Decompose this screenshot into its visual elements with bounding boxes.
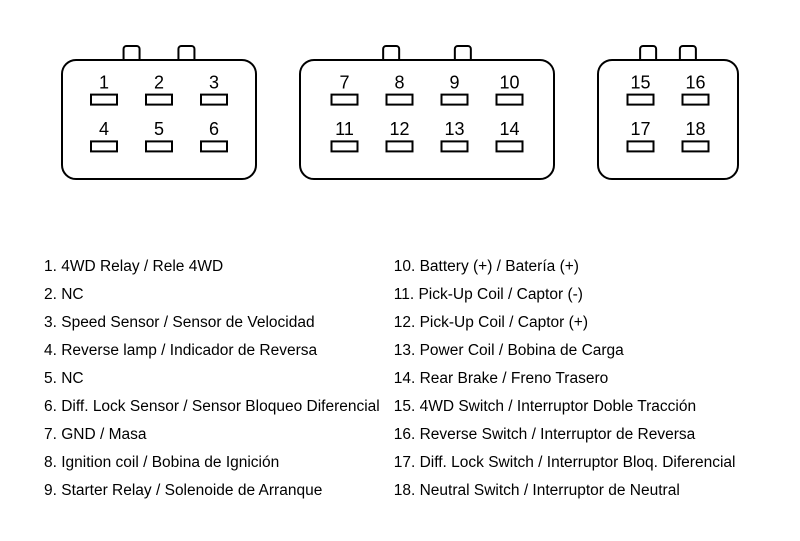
legend-item: 10. Battery (+) / Batería (+) <box>394 255 736 279</box>
pin-label-18: 18 <box>685 119 705 139</box>
legend-item: 17. Diff. Lock Switch / Interruptor Bloq… <box>394 451 736 475</box>
connector-c: 15 16 17 18 <box>597 45 739 180</box>
legend-col-2: 10. Battery (+) / Batería (+) 11. Pick-Up… <box>394 255 736 503</box>
legend-item: 13. Power Coil / Bobina de Carga <box>394 339 736 363</box>
connector-a: 1 2 3 4 5 6 <box>61 45 257 180</box>
legend-item: 1. 4WD Relay / Rele 4WD <box>44 255 380 279</box>
legend-item: 15. 4WD Switch / Interruptor Doble Tracc… <box>394 395 736 419</box>
legend-col-1: 1. 4WD Relay / Rele 4WD 2. NC 3. Speed Sen… <box>44 255 380 503</box>
pin-label-12: 12 <box>389 119 409 139</box>
pin-label-9: 9 <box>449 72 459 92</box>
connectors-row: 123456789101112131415161718 <box>0 45 800 180</box>
pin-label-1: 1 <box>99 72 109 92</box>
pin-label-13: 13 <box>444 119 464 139</box>
pin-label-14: 14 <box>499 119 519 139</box>
legend-item: 12. Pick-Up Coil / Captor (+) <box>394 311 736 335</box>
connector-b: 7 8 9 10 11 12 13 14 <box>299 45 555 180</box>
legend-item: 5. NC <box>44 367 380 391</box>
legend-item: 2. NC <box>44 283 380 307</box>
legend-item: 16. Reverse Switch / Interruptor de Reve… <box>394 423 736 447</box>
legend-item: 3. Speed Sensor / Sensor de Velocidad <box>44 311 380 335</box>
legend-item: 6. Diff. Lock Sensor / Sensor Bloqueo Di… <box>44 395 380 419</box>
pin-label-5: 5 <box>154 119 164 139</box>
legend-item: 7. GND / Masa <box>44 423 380 447</box>
pin-label-7: 7 <box>339 72 349 92</box>
pin-label-10: 10 <box>499 72 519 92</box>
legend-item: 14. Rear Brake / Freno Trasero <box>394 367 736 391</box>
pin-label-6: 6 <box>209 119 219 139</box>
pin-label-2: 2 <box>154 72 164 92</box>
pin-label-17: 17 <box>630 119 650 139</box>
legend: 1. 4WD Relay / Rele 4WD 2. NC 3. Speed Sen… <box>44 255 764 503</box>
pin-label-3: 3 <box>209 72 219 92</box>
pin-label-4: 4 <box>99 119 109 139</box>
pin-label-16: 16 <box>685 72 705 92</box>
pin-label-11: 11 <box>335 119 354 139</box>
legend-item: 4. Reverse lamp / Indicador de Reversa <box>44 339 380 363</box>
pin-label-15: 15 <box>630 72 650 92</box>
legend-item: 18. Neutral Switch / Interruptor de Neut… <box>394 479 736 503</box>
legend-item: 9. Starter Relay / Solenoide de Arranque <box>44 479 380 503</box>
legend-item: 8. Ignition coil / Bobina de Ignición <box>44 451 380 475</box>
legend-item: 11. Pick-Up Coil / Captor (-) <box>394 283 736 307</box>
pin-label-8: 8 <box>394 72 404 92</box>
